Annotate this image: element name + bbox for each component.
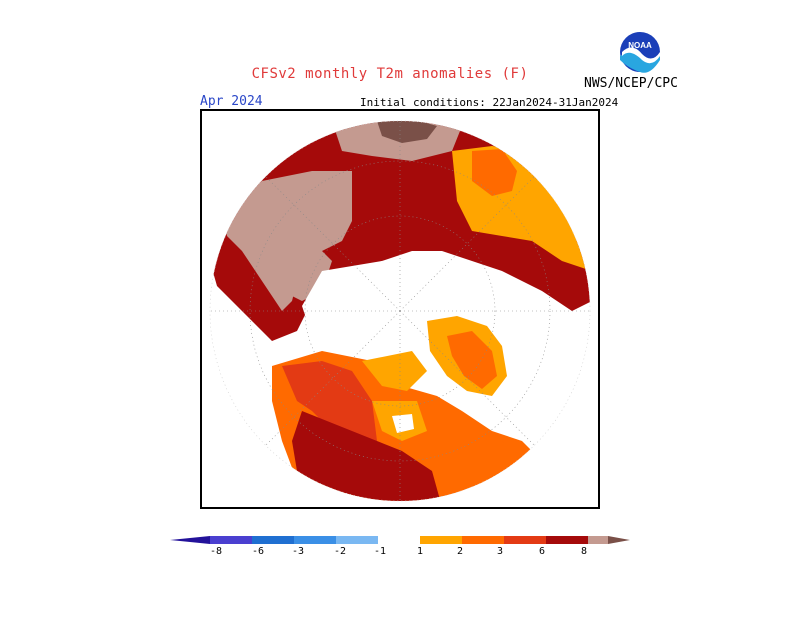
colorbar-tick: -2 <box>333 546 347 557</box>
colorbar-swatch <box>378 536 420 544</box>
polar-map <box>209 120 591 502</box>
colorbar-swatch <box>546 536 588 544</box>
colorbar-swatch <box>336 536 378 544</box>
colorbar-swatch <box>462 536 504 544</box>
colorbar-tick: 2 <box>456 546 464 557</box>
arabia-anomaly-region <box>262 231 332 301</box>
colorbar-tick: 8 <box>580 546 588 557</box>
map-disk-outline <box>209 120 591 502</box>
arctic-islands-region <box>362 351 427 391</box>
hudson-bay-water <box>392 414 414 433</box>
colorbar <box>170 532 630 552</box>
colorbar-tick: 6 <box>538 546 546 557</box>
tibet-extreme-anomaly <box>377 121 437 143</box>
agency-label: NWS/NCEP/CPC <box>584 76 678 91</box>
colorbar-swatch <box>210 536 252 544</box>
colorbar-arrow-right <box>608 536 630 544</box>
us-west-anomaly <box>292 411 442 501</box>
colorbar-swatch <box>294 536 336 544</box>
noaa-logo: NOAA <box>616 28 664 80</box>
colorbar-swatch <box>252 536 294 544</box>
western-canada-anomaly <box>282 361 377 451</box>
greenland-core-anomaly <box>447 331 497 389</box>
noaa-logo-text: NOAA <box>628 41 652 50</box>
valid-month-label: Apr 2024 <box>200 94 263 109</box>
colorbar-tick: -3 <box>291 546 305 557</box>
map-frame <box>200 109 600 509</box>
arctic-ocean <box>302 256 502 351</box>
colorbar-swatch <box>420 536 462 544</box>
colorbar-tick: -6 <box>251 546 265 557</box>
colorbar-swatch <box>588 536 608 544</box>
colorbar-tick: 1 <box>416 546 424 557</box>
colorbar-swatch <box>504 536 546 544</box>
colorbar-tick: -8 <box>209 546 223 557</box>
graticule <box>210 121 590 501</box>
colorbar-tick: -1 <box>373 546 387 557</box>
colorbar-tick: 3 <box>496 546 504 557</box>
colorbar-arrow-left <box>170 536 210 544</box>
east-asia-warm-region <box>472 149 517 196</box>
initial-conditions-label: Initial conditions: 22Jan2024-31Jan2024 <box>360 96 619 109</box>
chart-title: CFSv2 monthly T2m anomalies (F) <box>251 66 529 82</box>
